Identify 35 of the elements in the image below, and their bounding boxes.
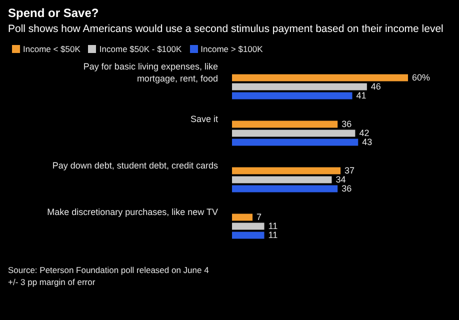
bar xyxy=(232,120,338,128)
bar xyxy=(232,176,332,184)
data-label: 36 xyxy=(342,119,352,130)
data-label: 42 xyxy=(359,128,370,138)
data-label: 37 xyxy=(344,166,355,176)
data-label: 11 xyxy=(268,230,278,240)
bar xyxy=(232,92,352,100)
data-label: 36 xyxy=(342,184,352,194)
data-label: 11 xyxy=(268,221,278,232)
chart-subtitle: Poll shows how Americans would use a second stimulus payment based on their income level xyxy=(8,22,444,36)
legend-label: Income $50K - $100K xyxy=(98,44,182,54)
bar xyxy=(232,74,408,82)
y-tick-label: Make discretionary purchases, like new TV xyxy=(47,206,218,217)
bar xyxy=(232,138,358,146)
legend-label: Income < $50K xyxy=(22,44,80,54)
y-tick-label: Pay down debt, student debt, credit cards xyxy=(52,160,218,170)
bar xyxy=(232,232,264,239)
bar xyxy=(232,214,253,221)
bar xyxy=(232,167,341,174)
data-label: 46 xyxy=(370,82,381,92)
bar xyxy=(232,83,367,90)
bar xyxy=(232,185,338,192)
data-label: 41 xyxy=(356,90,366,101)
legend-label: Income > $100K xyxy=(200,44,263,54)
source-note: Source: Peterson Foundation poll released on June 4 xyxy=(8,264,210,276)
bar xyxy=(232,222,264,230)
text: +/- 3 pp margin of error xyxy=(8,276,96,288)
text: Spend or Save? xyxy=(8,6,100,20)
data-label: 34 xyxy=(336,174,346,185)
data-label: 7 xyxy=(256,212,262,222)
data-label: 60% xyxy=(412,72,430,83)
data-label: 43 xyxy=(362,137,372,148)
y-tick-label: Save it xyxy=(190,114,218,124)
bar xyxy=(232,130,356,137)
y-tick-label: Pay for basic living expenses, like mortgage, rent, food xyxy=(83,61,218,84)
